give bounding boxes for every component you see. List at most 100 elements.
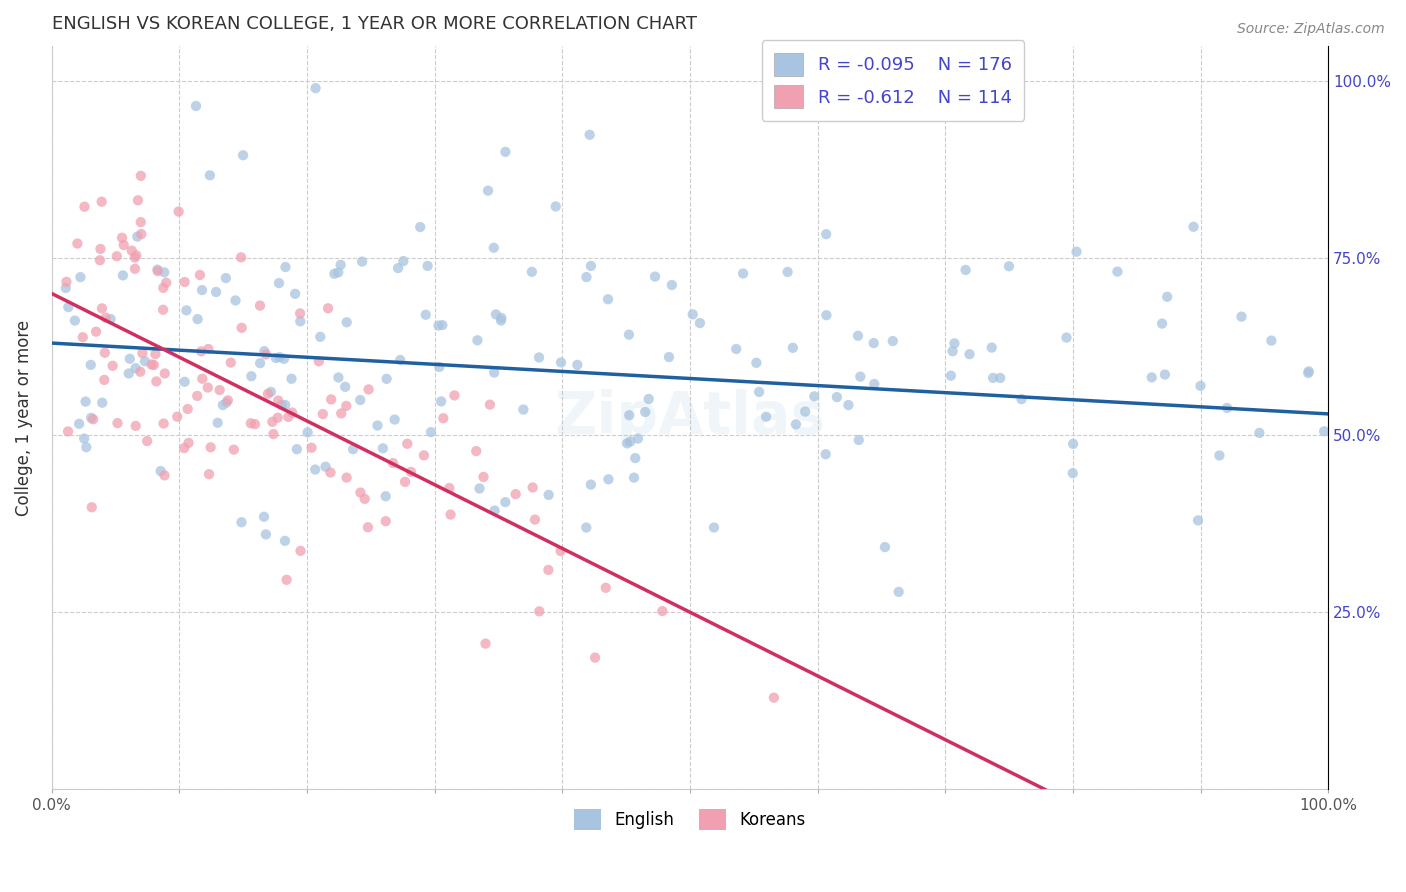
Point [229, 251, 252, 265]
Point [537, 563, 560, 577]
Text: Source: ZipAtlas.com: Source: ZipAtlas.com [1237, 22, 1385, 37]
Point [249, 299, 271, 313]
Point [598, 472, 620, 486]
Point [277, 409, 299, 424]
Point [67, 417, 90, 431]
Point [73, 200, 96, 214]
Legend: English, Koreans: English, Koreans [568, 802, 813, 837]
Point [152, 417, 174, 431]
Point [375, 372, 398, 386]
Point [382, 456, 405, 470]
Point [583, 650, 606, 665]
Point [121, 244, 143, 258]
Point [274, 533, 297, 548]
Point [288, 306, 311, 320]
Point [93, 373, 115, 387]
Point [173, 441, 195, 455]
Point [231, 321, 253, 335]
Point [290, 314, 312, 328]
Point [142, 358, 165, 372]
Point [427, 359, 450, 374]
Point [579, 259, 602, 273]
Point [619, 434, 641, 449]
Point [1152, 317, 1174, 331]
Point [353, 491, 375, 506]
Point [308, 354, 330, 368]
Point [432, 411, 454, 425]
Point [387, 261, 409, 276]
Point [127, 194, 149, 208]
Point [328, 370, 350, 384]
Point [846, 328, 869, 343]
Point [323, 267, 346, 281]
Point [1140, 370, 1163, 384]
Point [249, 356, 271, 370]
Point [848, 433, 870, 447]
Point [166, 409, 188, 424]
Point [56, 425, 79, 439]
Point [111, 268, 134, 283]
Point [1056, 330, 1078, 344]
Point [725, 342, 748, 356]
Point [273, 351, 295, 366]
Point [89, 242, 111, 256]
Point [873, 540, 896, 554]
Point [173, 375, 195, 389]
Point [176, 402, 198, 417]
Point [80, 500, 103, 515]
Point [118, 351, 141, 366]
Point [689, 316, 711, 330]
Point [357, 383, 380, 397]
Point [316, 301, 339, 316]
Point [371, 442, 394, 456]
Point [187, 312, 209, 326]
Point [222, 442, 245, 457]
Point [270, 398, 292, 412]
Point [465, 444, 488, 458]
Point [467, 333, 489, 347]
Point [55, 275, 77, 289]
Point [523, 513, 546, 527]
Point [129, 227, 152, 241]
Point [443, 388, 465, 402]
Point [136, 434, 159, 448]
Point [374, 489, 396, 503]
Point [1011, 392, 1033, 406]
Point [634, 405, 657, 419]
Point [882, 334, 904, 348]
Point [124, 261, 146, 276]
Point [274, 398, 297, 412]
Point [91, 395, 114, 409]
Point [167, 204, 190, 219]
Point [981, 371, 1004, 385]
Point [319, 466, 342, 480]
Point [315, 459, 337, 474]
Point [304, 462, 326, 476]
Point [80, 410, 103, 425]
Point [785, 417, 807, 432]
Point [152, 302, 174, 317]
Point [269, 350, 291, 364]
Point [416, 259, 439, 273]
Point [494, 495, 516, 509]
Point [1107, 265, 1129, 279]
Point [595, 581, 617, 595]
Y-axis label: College, 1 year or more: College, 1 year or more [15, 319, 32, 516]
Point [73, 432, 96, 446]
Point [301, 441, 323, 455]
Point [127, 229, 149, 244]
Point [485, 307, 508, 321]
Point [478, 398, 501, 412]
Point [335, 380, 357, 394]
Point [105, 249, 128, 263]
Point [489, 313, 512, 327]
Point [988, 371, 1011, 385]
Point [198, 467, 221, 482]
Point [537, 488, 560, 502]
Point [191, 283, 214, 297]
Point [141, 358, 163, 372]
Point [1156, 290, 1178, 304]
Point [190, 344, 212, 359]
Point [280, 372, 302, 386]
Point [101, 359, 124, 373]
